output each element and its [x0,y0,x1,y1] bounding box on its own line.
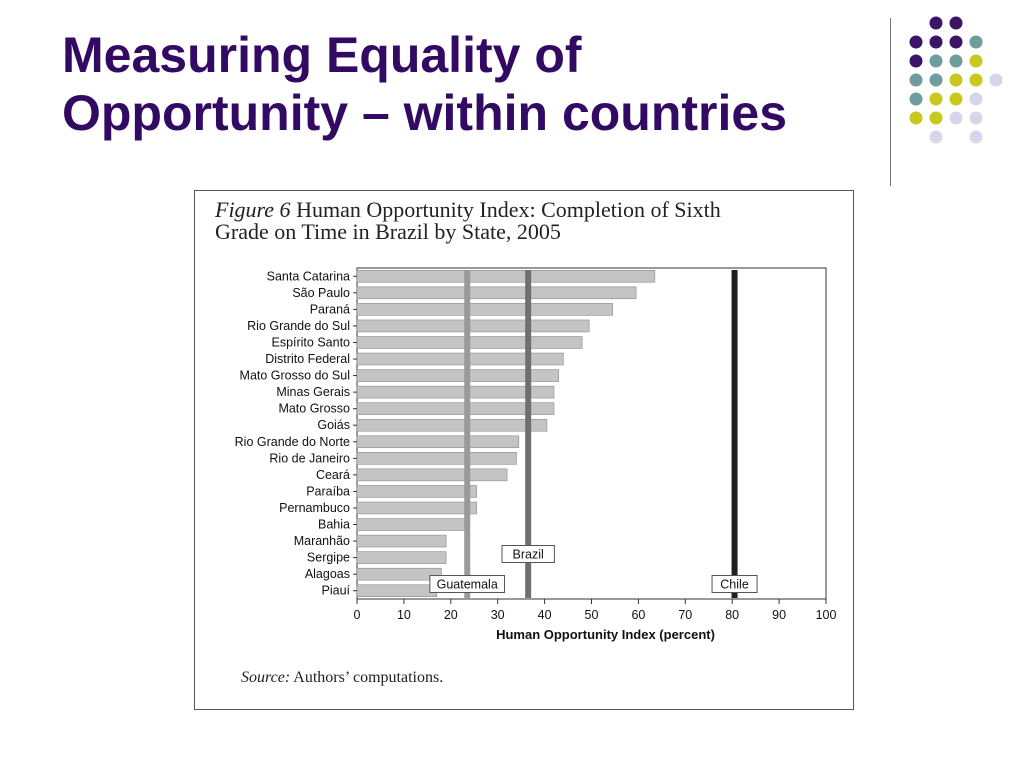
category-label: Maranhão [294,534,350,548]
x-tick-label: 70 [678,608,692,622]
bar [356,567,442,581]
bar [356,584,438,597]
category-label: Piauí [322,584,351,598]
category-label: Paraná [310,302,350,316]
bar [356,418,548,432]
bar [356,270,656,283]
x-tick-label: 50 [585,608,599,622]
x-axis-label: Human Opportunity Index (percent) [496,627,715,642]
bar [356,352,564,366]
category-label: Alagoas [305,567,350,581]
dot-lavender [969,130,983,144]
dot-teal [909,92,923,106]
dot-lavender [929,130,943,144]
bar [356,385,555,399]
dot-yellow [909,111,923,125]
figure-panel: Figure 6 Human Opportunity Index: Comple… [194,190,854,710]
bar [356,319,590,333]
bar [356,468,508,482]
category-label: Rio Grande do Sul [247,319,350,333]
dot-lavender [949,111,963,125]
dot-teal [949,54,963,68]
category-label: Minas Gerais [276,385,350,399]
bar [356,286,637,300]
dot-yellow [949,73,963,87]
source-text: Authors’ computations. [290,669,444,686]
category-label: Pernambuco [279,501,350,515]
x-tick-label: 80 [725,608,739,622]
dot-lavender [969,92,983,106]
reference-label-brazil: Brazil [513,548,544,562]
bar [356,501,477,515]
slide-title: Measuring Equality of Opportunity – with… [62,26,892,142]
dot-teal [929,54,943,68]
category-label: Santa Catarina [267,269,350,283]
reference-label-guatemala: Guatemala [437,578,498,592]
dot-teal [929,73,943,87]
dot-yellow [929,111,943,125]
reference-label-box [501,545,555,563]
dot-teal [969,35,983,49]
bar [356,303,613,316]
title-divider [890,18,891,186]
bar [356,402,555,415]
x-tick-label: 10 [397,608,411,622]
dot-teal [909,73,923,87]
x-tick-label: 0 [354,608,361,622]
bar [356,435,520,449]
source-label: Source: [241,669,291,686]
category-label: Paraíba [306,484,350,498]
category-label: Rio de Janeiro [269,451,350,465]
bar [356,551,447,564]
category-label: São Paulo [292,286,350,300]
category-label: Rio Grande do Norte [235,435,350,449]
bar [356,534,447,548]
x-tick-label: 100 [816,608,837,622]
plot-area [356,267,827,600]
dot-yellow [969,73,983,87]
category-label: Mato Grosso [278,402,350,416]
dot-lavender [989,73,1003,87]
figure-source: Source: Authors’ computations. [241,669,443,687]
x-tick-label: 60 [631,608,645,622]
category-label: Espírito Santo [271,335,350,349]
bar [356,485,477,498]
dot-lavender [969,111,983,125]
x-tick-label: 20 [444,608,458,622]
slide-title-line-2: Opportunity – within countries [62,85,787,141]
x-tick-label: 40 [538,608,552,622]
reference-label-box [429,575,506,593]
category-label: Distrito Federal [265,352,350,366]
figure-title: Figure 6 Human Opportunity Index: Comple… [215,199,835,243]
dot-purple [929,35,943,49]
figure-title-line-1: Human Opportunity Index: Completion of S… [290,197,721,222]
dot-purple [929,16,943,30]
category-label: Sergipe [307,551,350,565]
dot-purple [949,35,963,49]
dot-yellow [969,54,983,68]
category-label: Mato Grosso do Sul [240,369,350,383]
dot-purple [909,35,923,49]
figure-title-line-2: Grade on Time in Brazil by State, 2005 [215,219,561,244]
decorative-dot-grid [909,16,1003,144]
reference-label-box [711,575,758,593]
x-tick-label: 30 [491,608,505,622]
slide-title-line-1: Measuring Equality of [62,27,582,83]
dot-purple [909,54,923,68]
category-label: Ceará [316,468,350,482]
reference-label-chile: Chile [720,578,749,592]
category-label: Bahia [318,518,350,532]
hoi-bar-chart: Santa Catarina São Paulo Paraná Rio Grande … [235,267,837,642]
dot-yellow [929,92,943,106]
x-tick-label: 90 [772,608,786,622]
bar [356,518,466,531]
dot-purple [949,16,963,30]
figure-label: Figure 6 [215,197,291,222]
dot-yellow [949,92,963,106]
bar [356,452,517,465]
category-label: Goiás [317,418,350,432]
